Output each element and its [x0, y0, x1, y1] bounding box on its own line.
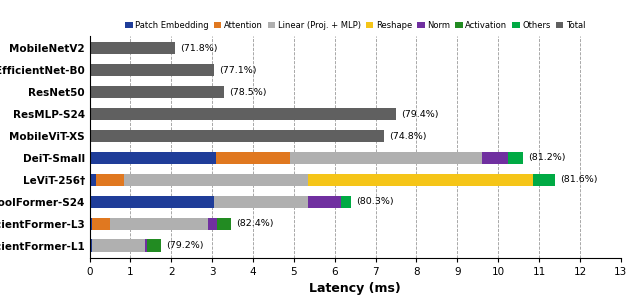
Legend: Patch Embedding, Attention, Linear (Proj. + MLP), Reshape, Norm, Activation, Oth: Patch Embedding, Attention, Linear (Proj…	[125, 21, 585, 30]
X-axis label: Latency (ms): Latency (ms)	[309, 282, 401, 295]
Bar	[217, 218, 232, 230]
Bar	[90, 218, 92, 230]
Bar	[533, 174, 556, 186]
Bar	[90, 108, 396, 120]
Bar	[341, 196, 351, 208]
Text: (78.5%): (78.5%)	[229, 88, 267, 97]
Text: (82.4%): (82.4%)	[236, 219, 274, 228]
Bar	[308, 196, 341, 208]
Bar	[147, 239, 161, 251]
Text: (81.2%): (81.2%)	[527, 153, 565, 162]
Bar	[90, 64, 214, 76]
Text: (81.6%): (81.6%)	[561, 175, 598, 184]
Bar	[124, 174, 308, 186]
Bar	[90, 152, 216, 164]
Text: (80.3%): (80.3%)	[356, 197, 394, 206]
Bar	[96, 174, 124, 186]
Bar	[214, 196, 308, 208]
Bar	[90, 42, 175, 55]
Bar	[208, 218, 217, 230]
Text: (79.4%): (79.4%)	[401, 110, 438, 118]
Bar	[145, 239, 147, 251]
Bar	[92, 218, 110, 230]
Text: (79.2%): (79.2%)	[166, 241, 204, 250]
Bar	[110, 218, 208, 230]
Text: (77.1%): (77.1%)	[219, 66, 257, 75]
Bar	[90, 196, 214, 208]
Text: (74.8%): (74.8%)	[388, 132, 426, 141]
Bar	[92, 239, 145, 251]
Bar	[90, 86, 225, 98]
Bar	[308, 174, 533, 186]
Bar	[90, 130, 384, 142]
Bar	[216, 152, 290, 164]
Bar	[508, 152, 523, 164]
Bar	[90, 239, 92, 251]
Bar	[290, 152, 482, 164]
Bar	[482, 152, 508, 164]
Bar	[90, 174, 96, 186]
Text: (71.8%): (71.8%)	[180, 44, 218, 53]
